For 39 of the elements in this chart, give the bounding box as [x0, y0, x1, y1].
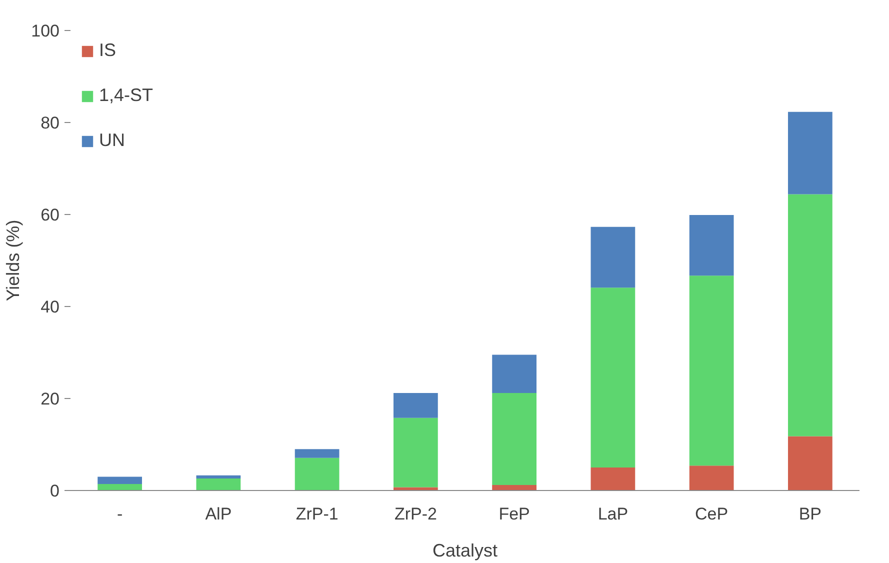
y-tick-label: 40: [40, 298, 60, 316]
y-axis-title: Yields (%): [3, 220, 24, 302]
bar: [98, 476, 142, 484]
x-tick-label: CeP: [695, 504, 728, 524]
x-axis-title: Catalyst: [432, 540, 498, 560]
x-tick-label: FeP: [498, 504, 530, 524]
bar: [492, 392, 537, 485]
x-tick-label: -: [116, 504, 123, 524]
x-tick-label: ZrP-2: [394, 504, 437, 524]
bar: [196, 475, 241, 479]
legend-label: UN: [99, 130, 125, 151]
x-tick-label: ZrP-1: [296, 504, 338, 524]
y-tick-label: 0: [50, 482, 60, 500]
bar: [689, 276, 734, 466]
bar: [294, 449, 340, 458]
bar: [294, 458, 340, 490]
y-tick-label: 60: [40, 206, 60, 224]
y-tick-label: 100: [31, 22, 60, 40]
bar: [492, 354, 537, 393]
x-tick-label: BP: [798, 504, 822, 524]
bar: [196, 478, 241, 490]
bar: [788, 436, 832, 490]
bar: [393, 392, 438, 418]
bar: [689, 466, 734, 490]
legend-label: IS: [99, 40, 118, 61]
bar: [590, 288, 636, 468]
x-tick-label: LaP: [598, 504, 628, 524]
bar: [590, 226, 636, 288]
y-tick-label: 80: [40, 114, 60, 132]
bar: [788, 112, 832, 194]
bar: [788, 194, 832, 436]
bar: [393, 418, 438, 488]
bar: [98, 484, 142, 490]
legend-label: 1,4-ST: [99, 85, 154, 106]
bar: [590, 468, 636, 490]
bar: [689, 214, 734, 276]
x-tick-label: AlP: [205, 504, 232, 524]
y-tick-label: 20: [40, 390, 60, 408]
bar: [492, 484, 537, 490]
